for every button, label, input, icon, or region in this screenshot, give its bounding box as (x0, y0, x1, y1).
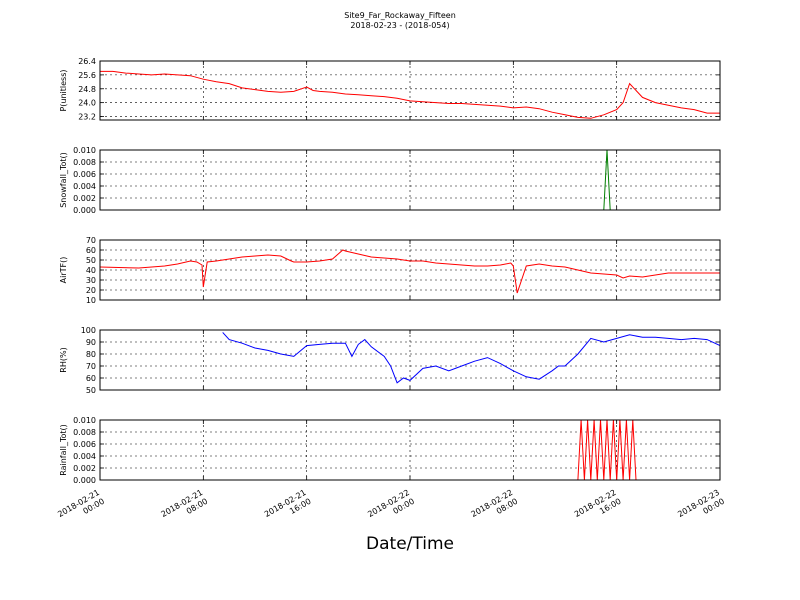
y-tick-label: 0.008 (73, 428, 96, 437)
plot-frame (99, 239, 721, 301)
x-tick-label: 2018-02-2116:00 (263, 488, 313, 528)
series-line (222, 332, 720, 384)
x-tick-label: 2018-02-2208:00 (470, 488, 520, 528)
y-tick-label: 50 (86, 386, 96, 395)
x-tick-label: 2018-02-2300:00 (676, 488, 726, 528)
series-line (100, 420, 720, 480)
chart-subtitle: 2018-02-23 - (2018-054) (350, 21, 450, 30)
panel-1: 26.4 25.6 24.8 24.0 23.2 P(unitless) (59, 57, 721, 122)
y-tick-label: 24.8 (78, 85, 96, 94)
y-tick-label: 25.6 (78, 71, 96, 80)
y-tick-label: 0.002 (73, 194, 96, 203)
y-tick-label: 70 (86, 362, 96, 371)
y-tick-label: 70 (86, 236, 96, 245)
y-tick-label: 0.004 (73, 452, 96, 461)
y-tick-label: 0.002 (73, 464, 96, 473)
y-tick-label: 100 (81, 326, 96, 335)
y-tick-label: 40 (86, 266, 96, 275)
y-tick-label: 23.2 (78, 113, 96, 122)
y-tick-label: 0.000 (73, 476, 96, 485)
y-tick-label: 90 (86, 338, 96, 347)
y-tick-label: 26.4 (78, 57, 96, 66)
y-tick-label: 0.010 (73, 416, 96, 425)
y-tick-label: 80 (86, 350, 96, 359)
y-tick-label: 0.004 (73, 182, 96, 191)
y-axis-label: RH(%) (59, 347, 68, 372)
panel-4: 100 90 80 70 60 50 RH(%) (59, 326, 721, 395)
plot-frame (99, 60, 721, 121)
plot-frame (99, 419, 721, 481)
plot-frame (99, 329, 721, 391)
y-axis-label: P(unitless) (59, 69, 68, 111)
y-tick-label: 0.008 (73, 158, 96, 167)
plot-frame (99, 149, 721, 211)
x-tick-label: 2018-02-2216:00 (573, 488, 623, 528)
y-axis-label: Rainfall_Tot() (59, 424, 68, 476)
y-tick-label: 0.006 (73, 440, 96, 449)
y-tick-label: 10 (86, 296, 96, 305)
y-tick-label: 20 (86, 286, 96, 295)
x-tick-label: 2018-02-2108:00 (160, 488, 210, 528)
y-tick-label: 30 (86, 276, 96, 285)
y-tick-label: 0.000 (73, 206, 96, 215)
x-axis-label: Date/Time (366, 534, 454, 554)
x-tick-label: 2018-02-2100:00 (56, 488, 106, 528)
series-line (100, 70, 720, 119)
y-axis-label: AirTF() (59, 257, 68, 284)
y-tick-label: 0.010 (73, 146, 96, 155)
chart-title: Site9_Far_Rockaway_Fifteen (344, 11, 456, 20)
series-line (100, 249, 720, 294)
y-axis-label: Snowfall_Tot() (59, 152, 68, 208)
panel-2: 0.010 0.008 0.006 0.004 0.002 0.000 Snowfall_T… (59, 146, 721, 215)
panel-5: 0.010 0.008 0.006 0.004 0.002 0.000 Rainfall_T… (59, 416, 721, 485)
y-tick-label: 0.006 (73, 170, 96, 179)
y-tick-label: 60 (86, 374, 96, 383)
x-tick-label: 2018-02-2200:00 (366, 488, 416, 528)
y-tick-label: 60 (86, 246, 96, 255)
y-tick-label: 24.0 (78, 99, 96, 108)
y-tick-label: 50 (86, 256, 96, 265)
